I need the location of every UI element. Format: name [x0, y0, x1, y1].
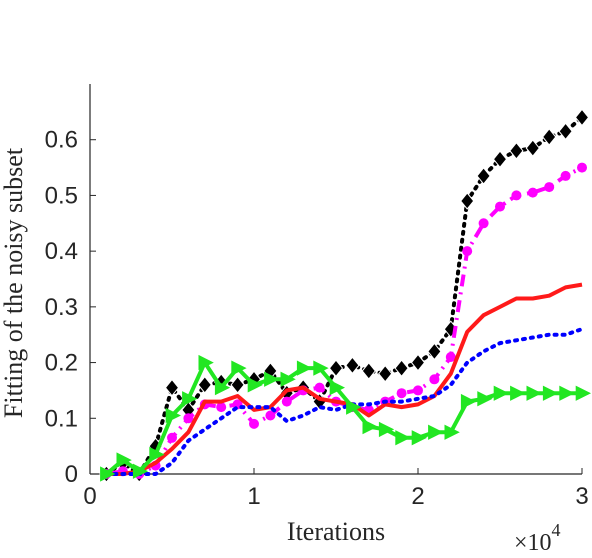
data-point	[410, 353, 426, 372]
data-point	[428, 424, 444, 440]
data-point	[493, 385, 509, 401]
series-2	[106, 282, 583, 476]
data-point	[559, 385, 575, 401]
data-point	[314, 382, 325, 393]
data-point	[197, 376, 212, 394]
x-tick-label: 1	[247, 483, 260, 510]
series-line	[106, 282, 583, 476]
data-point	[313, 360, 329, 376]
data-point	[329, 379, 345, 396]
data-point	[444, 424, 460, 440]
chart-axes	[89, 84, 582, 475]
data-point	[378, 421, 395, 438]
data-point	[492, 150, 508, 169]
y-tick-label: 0.1	[45, 405, 78, 432]
data-point	[575, 385, 591, 401]
series-line	[105, 360, 582, 476]
data-point	[462, 246, 473, 257]
y-tick-label: 0.3	[45, 294, 78, 321]
data-point	[345, 356, 360, 375]
data-point	[460, 192, 475, 210]
data-point	[560, 170, 571, 181]
data-point	[476, 167, 491, 185]
data-point	[525, 139, 540, 157]
data-point	[542, 128, 557, 146]
x-tick-label: 0	[83, 483, 96, 510]
data-point	[132, 463, 149, 479]
y-tick-label: 0.4	[45, 238, 78, 265]
data-point	[574, 108, 590, 127]
data-point	[558, 122, 573, 141]
data-point	[526, 385, 542, 401]
series-layer	[99, 108, 591, 483]
data-point	[361, 362, 376, 380]
data-point	[411, 430, 427, 446]
series-1	[101, 162, 587, 479]
data-point	[396, 388, 407, 399]
series-line	[106, 165, 583, 476]
data-point	[249, 418, 259, 429]
x-tick-label: 2	[411, 483, 424, 510]
data-point	[280, 371, 296, 387]
data-point	[527, 187, 538, 198]
y-tick-label: 0.2	[45, 350, 78, 377]
data-point	[183, 413, 194, 424]
data-point	[394, 359, 409, 377]
data-point	[165, 407, 181, 424]
data-point	[100, 466, 116, 482]
data-point	[477, 391, 493, 407]
data-point	[478, 218, 489, 229]
data-point	[328, 359, 344, 377]
data-point	[264, 371, 280, 387]
data-point	[511, 190, 522, 201]
data-point	[216, 402, 227, 413]
data-point	[214, 379, 231, 396]
x-axis-exponent: ×104	[514, 520, 561, 556]
y-tick-label: 0.5	[45, 182, 78, 209]
series-4	[100, 354, 591, 482]
data-point	[265, 410, 276, 421]
data-point	[362, 418, 378, 435]
data-point	[378, 364, 393, 383]
tick-layer: 0 1 2 3 0 0.1 0.2 0.3 0.4 0.5 0.6	[45, 127, 589, 510]
series-0	[99, 108, 590, 483]
data-point	[495, 201, 505, 212]
data-point	[167, 432, 177, 443]
data-point	[230, 376, 245, 394]
data-point	[395, 430, 411, 446]
data-point	[346, 399, 362, 415]
x-tick-label: 3	[575, 483, 588, 510]
x-axis-label: Iterations	[287, 517, 385, 546]
series-line	[104, 327, 584, 476]
y-axis-label: Fitting of the noisy subset	[0, 147, 28, 418]
data-point	[296, 360, 313, 376]
data-point	[281, 396, 292, 407]
data-point	[445, 352, 456, 362]
data-point	[149, 446, 165, 463]
data-point	[460, 393, 477, 410]
data-point	[509, 142, 524, 160]
y-tick-label: 0.6	[45, 127, 78, 154]
data-point	[542, 385, 559, 401]
data-point	[413, 385, 423, 396]
x-exponent-base: ×10	[514, 530, 552, 556]
y-tick-label: 0	[65, 461, 78, 488]
data-point	[544, 182, 555, 193]
data-point	[231, 360, 247, 376]
data-point	[577, 162, 587, 173]
series-line	[104, 115, 584, 476]
data-point	[198, 354, 214, 371]
data-point	[182, 391, 198, 407]
data-point	[247, 377, 263, 393]
x-exponent-power: 4	[552, 520, 561, 540]
data-point	[510, 385, 526, 401]
data-point	[427, 342, 442, 361]
data-point	[164, 378, 180, 397]
data-point	[116, 452, 132, 468]
series-3	[104, 327, 584, 476]
data-point	[429, 374, 440, 385]
